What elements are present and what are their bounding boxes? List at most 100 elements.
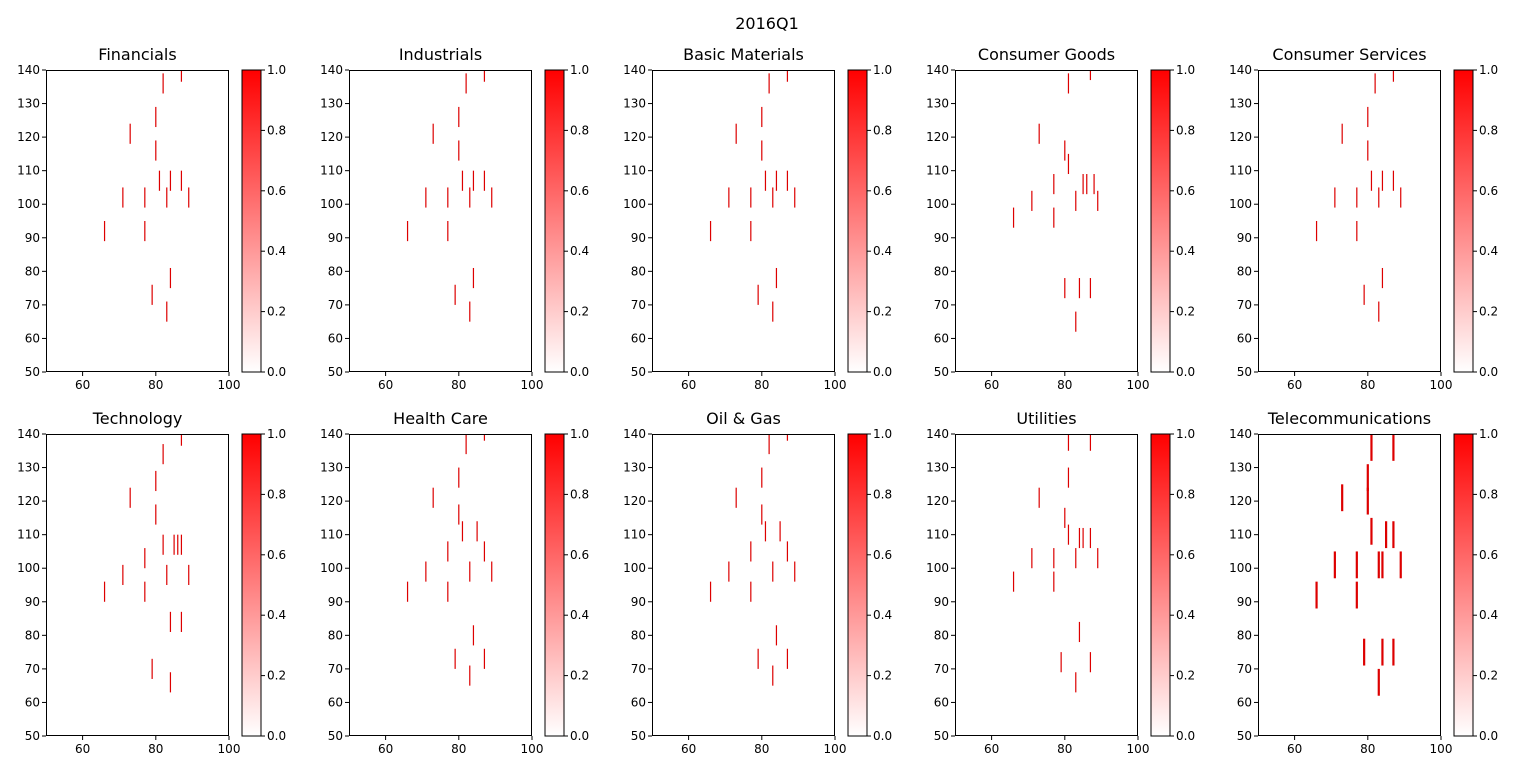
y-tick-label: 140: [926, 427, 949, 441]
colorbar-tick-label: 0.0: [267, 729, 286, 743]
colorbar-tick-label: 0.6: [1176, 548, 1195, 562]
heatmap-cell: [144, 581, 146, 602]
heatmap-cell: [1078, 621, 1081, 643]
x-tick-label: 80: [754, 378, 769, 392]
x-tick-label: 60: [681, 378, 696, 392]
heatmap-cell: [425, 187, 427, 208]
heatmap-cell: [406, 221, 409, 242]
heatmap-cell: [709, 221, 712, 242]
heatmap-cell: [1053, 571, 1055, 592]
figure-suptitle: 2016Q1: [735, 14, 799, 33]
heatmap-cell: [735, 487, 737, 508]
colorbar-tick-label: 0.4: [1176, 608, 1195, 622]
y-tick-label: 100: [1229, 197, 1252, 211]
y-tick-label: 80: [25, 264, 40, 278]
heatmap-cell: [786, 541, 789, 562]
colorbar-tick-label: 0.0: [1176, 365, 1195, 379]
heatmap-cell: [764, 521, 767, 542]
heatmap-cell: [1341, 484, 1344, 512]
y-tick-label: 100: [17, 561, 40, 575]
colorbar-tick-label: 0.0: [1479, 365, 1498, 379]
y-tick-label: 90: [25, 231, 40, 245]
y-tick-label: 50: [25, 365, 40, 379]
heatmap-cell: [786, 70, 789, 82]
colorbar: [241, 69, 262, 373]
y-tick-label: 130: [320, 461, 343, 475]
plot-area: [652, 434, 835, 736]
axes-frame: [46, 434, 229, 736]
colorbar-tick-label: 1.0: [873, 427, 892, 441]
heatmap-cell: [454, 284, 456, 305]
axes-frame: [349, 434, 532, 736]
x-tick-label: 80: [754, 742, 769, 756]
heatmap-cell: [1097, 190, 1099, 211]
x-tick-label: 60: [984, 742, 999, 756]
heatmap-cell: [188, 564, 190, 585]
x-tick-label: 80: [1057, 378, 1072, 392]
y-tick-label: 70: [934, 662, 949, 676]
heatmap-cell: [144, 548, 146, 569]
heatmap-cell: [761, 106, 763, 128]
heatmap-cell: [122, 564, 124, 585]
heatmap-cell: [173, 534, 175, 555]
y-tick-label: 60: [328, 695, 343, 709]
heatmap-cell: [1392, 170, 1395, 191]
x-tick-label: 100: [521, 742, 544, 756]
y-tick-label: 120: [17, 130, 40, 144]
heatmap-cell: [1075, 190, 1077, 211]
x-tick-label: 80: [451, 378, 466, 392]
heatmap-cell: [1053, 548, 1055, 569]
colorbar-tick-label: 0.4: [873, 244, 892, 258]
y-tick-label: 80: [1237, 628, 1252, 642]
heatmap-cell: [491, 187, 493, 208]
colorbar-tick-label: 1.0: [570, 427, 589, 441]
heatmap-cell: [1075, 672, 1077, 693]
heatmap-cell: [1086, 174, 1088, 195]
colorbar-tick-label: 0.2: [1176, 305, 1195, 319]
heatmap-cell: [1038, 487, 1040, 508]
y-tick-label: 60: [934, 331, 949, 345]
heatmap-cell: [483, 541, 486, 562]
plot-area: [349, 434, 532, 736]
colorbar-tick-label: 0.6: [570, 184, 589, 198]
heatmap-cell: [458, 467, 460, 488]
colorbar-tick-label: 1.0: [1479, 63, 1498, 77]
heatmap-cell: [458, 140, 460, 161]
y-tick-label: 130: [17, 461, 40, 475]
heatmap-cell: [1334, 187, 1336, 208]
colorbar-tick-label: 0.2: [570, 669, 589, 683]
colorbar-tick-label: 0.8: [570, 123, 589, 137]
heatmap-cell: [162, 73, 164, 94]
heatmap-cell: [1367, 106, 1369, 128]
y-tick-label: 60: [631, 331, 646, 345]
heatmap-cell: [1399, 551, 1402, 579]
y-tick-label: 60: [1237, 331, 1252, 345]
heatmap-cell: [491, 561, 493, 582]
panel-title: Financials: [98, 45, 176, 64]
x-tick-label: 80: [1360, 742, 1375, 756]
colorbar-tick-label: 0.2: [1479, 669, 1498, 683]
heatmap-cell: [757, 648, 759, 669]
plot-area: [652, 70, 835, 372]
heatmap-cell: [750, 187, 752, 208]
y-tick-label: 70: [631, 662, 646, 676]
y-tick-label: 110: [623, 164, 646, 178]
colorbar-tick-label: 0.6: [267, 184, 286, 198]
y-tick-label: 140: [926, 63, 949, 77]
heatmap-cell: [129, 487, 131, 508]
y-tick-label: 60: [934, 695, 949, 709]
plot-area: [955, 434, 1138, 736]
panel-title: Consumer Goods: [978, 45, 1115, 64]
y-tick-label: 110: [926, 164, 949, 178]
heatmap-cell: [775, 170, 778, 191]
y-tick-label: 90: [631, 231, 646, 245]
heatmap-cell: [144, 221, 146, 242]
y-tick-label: 100: [320, 561, 343, 575]
heatmap-cell: [166, 187, 168, 208]
heatmap-cell: [476, 521, 478, 542]
colorbar-tick-label: 0.8: [1479, 487, 1498, 501]
subplot-panel: Consumer Goods 60 80 100 50 60 70 80 90 100 110 120…: [926, 45, 1195, 392]
colorbar-tick-label: 0.6: [267, 548, 286, 562]
colorbar-tick-label: 0.8: [1176, 123, 1195, 137]
heatmap-cell: [406, 581, 409, 602]
